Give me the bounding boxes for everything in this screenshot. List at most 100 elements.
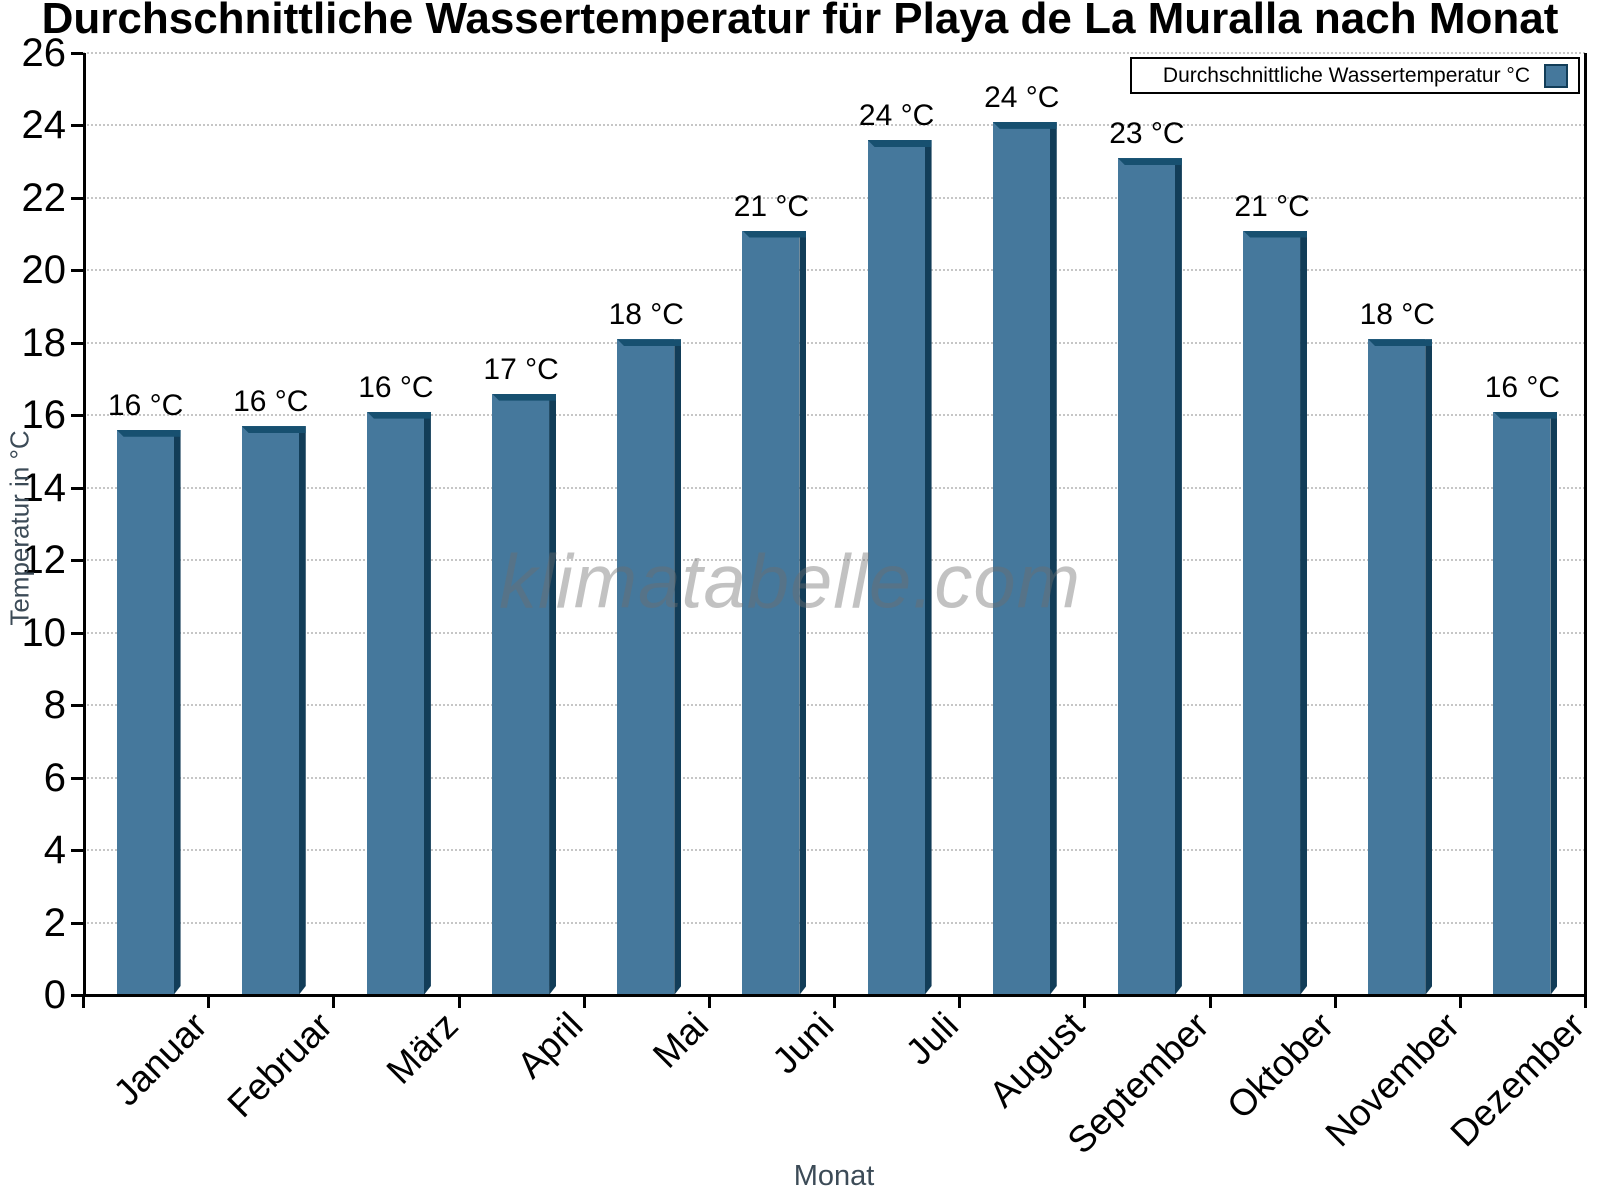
- bar-top-shade: [742, 230, 807, 238]
- bar-value-label-februar: 16 °C: [233, 385, 309, 419]
- y-axis-tick: [71, 776, 83, 780]
- bar-fill: [116, 429, 174, 995]
- y-axis-tick: [71, 559, 83, 563]
- bar-value-label-mai: 18 °C: [608, 298, 684, 332]
- y-axis-tick: [71, 124, 83, 128]
- y-tick-label: 26: [21, 31, 67, 75]
- bar-februar: [241, 426, 306, 995]
- bar-side-shade: [1175, 158, 1182, 995]
- bar-top-shade: [241, 426, 306, 434]
- bar-side-shade: [299, 426, 306, 995]
- gridline: [83, 269, 1585, 272]
- bar-fill: [492, 393, 550, 995]
- x-axis-tick: [457, 995, 461, 1008]
- y-axis-tick: [71, 52, 83, 55]
- y-tick-label: 4: [43, 828, 66, 873]
- x-tick-label-dezember: Dezember: [1442, 1004, 1592, 1155]
- gridline: [83, 849, 1585, 852]
- bar-fill: [366, 411, 424, 995]
- y-tick-label: 20: [21, 248, 67, 293]
- y-axis-tick: [71, 921, 83, 925]
- bar-value-label-november: 18 °C: [1359, 298, 1435, 332]
- bar-top-shade: [1117, 158, 1182, 166]
- x-axis-tick: [1584, 995, 1587, 1008]
- bar-top-shade: [1493, 411, 1558, 419]
- bar-dezember: [1493, 411, 1558, 995]
- bar-value-label-mrz: 16 °C: [358, 370, 434, 404]
- x-axis-tick: [332, 995, 336, 1008]
- bar-top-shade: [116, 429, 181, 437]
- y-axis-line: [83, 53, 86, 995]
- x-label-anchor: Dezember: [1284, 1005, 1592, 1155]
- y-tick-label: 16: [21, 393, 67, 438]
- bar-value-label-oktober: 21 °C: [1234, 189, 1310, 223]
- bar-side-shade: [1300, 231, 1307, 995]
- bar-fill: [1117, 158, 1175, 995]
- gridline: [83, 52, 1585, 54]
- x-axis-tick: [958, 995, 962, 1008]
- bar-november: [1368, 339, 1433, 995]
- x-axis-line: [83, 994, 1587, 997]
- bar-value-label-juni: 21 °C: [733, 189, 810, 223]
- bar-side-shade: [1050, 122, 1057, 995]
- bar-side-shade: [925, 140, 932, 995]
- x-axis-tick: [82, 995, 85, 1008]
- x-axis-tick: [833, 995, 836, 1008]
- bar-side-shade: [424, 412, 431, 995]
- chart-title: Durchschnittliche Wassertemperatur für P…: [41, 0, 1559, 43]
- y-tick-label: 12: [21, 538, 67, 583]
- y-axis-tick: [71, 849, 83, 853]
- bar-side-shade: [1550, 412, 1557, 995]
- y-axis-tick: [71, 704, 83, 708]
- gridline: [83, 196, 1585, 199]
- y-tick-label: 22: [21, 175, 67, 220]
- bar-value-label-juli: 24 °C: [858, 98, 935, 132]
- y-axis-tick: [71, 994, 83, 997]
- watermark: klimatabelle.com: [499, 539, 1081, 625]
- y-tick-label: 14: [21, 465, 67, 510]
- y-tick-label: 6: [43, 755, 66, 800]
- x-axis-tick: [207, 995, 211, 1008]
- gridline: [83, 341, 1585, 344]
- bar-top-shade: [867, 139, 932, 147]
- bar-mrz: [366, 411, 431, 995]
- bar-side-shade: [174, 430, 181, 995]
- bar-top-shade: [1368, 339, 1433, 347]
- x-axis-tick: [1208, 995, 1212, 1008]
- y-axis-title: Temperatur in °C: [4, 430, 35, 626]
- gridline: [83, 631, 1585, 634]
- bar-value-label-januar: 16 °C: [107, 388, 184, 422]
- bar-value-label-dezember: 16 °C: [1484, 370, 1561, 404]
- plot-right-border: [1584, 53, 1587, 995]
- bar-fill: [241, 426, 299, 995]
- x-axis-tick: [582, 995, 586, 1008]
- gridline: [83, 921, 1585, 924]
- x-axis-tick: [707, 995, 711, 1008]
- bar-april: [492, 393, 557, 995]
- legend-label: Durchschnittliche Wassertemperatur °C: [1162, 63, 1530, 87]
- x-axis-title: Monat: [793, 1160, 875, 1192]
- bar-fill: [617, 339, 675, 995]
- x-axis-tick: [1458, 995, 1462, 1008]
- bar-fill: [1493, 411, 1551, 995]
- bar-top-shade: [1243, 230, 1308, 238]
- y-axis-tick: [71, 631, 83, 635]
- bar-fill: [1243, 230, 1301, 995]
- y-axis-tick: [71, 269, 83, 273]
- bar-juni: [742, 230, 807, 995]
- bar-fill: [742, 230, 800, 995]
- legend-swatch-icon: [1544, 63, 1568, 88]
- bar-side-shade: [1425, 339, 1432, 995]
- y-tick-label: 0: [43, 973, 66, 1017]
- bar-value-label-august: 24 °C: [984, 80, 1060, 114]
- y-tick-label: 8: [43, 683, 66, 728]
- bar-juli: [867, 139, 932, 995]
- x-axis-tick: [1333, 995, 1337, 1008]
- y-tick-label: 10: [21, 610, 67, 655]
- bar-august: [992, 121, 1057, 995]
- y-axis-tick: [71, 414, 83, 418]
- bar-fill: [867, 139, 925, 995]
- y-tick-label: 18: [21, 320, 67, 365]
- bar-top-shade: [992, 121, 1057, 129]
- bar-september: [1117, 158, 1182, 995]
